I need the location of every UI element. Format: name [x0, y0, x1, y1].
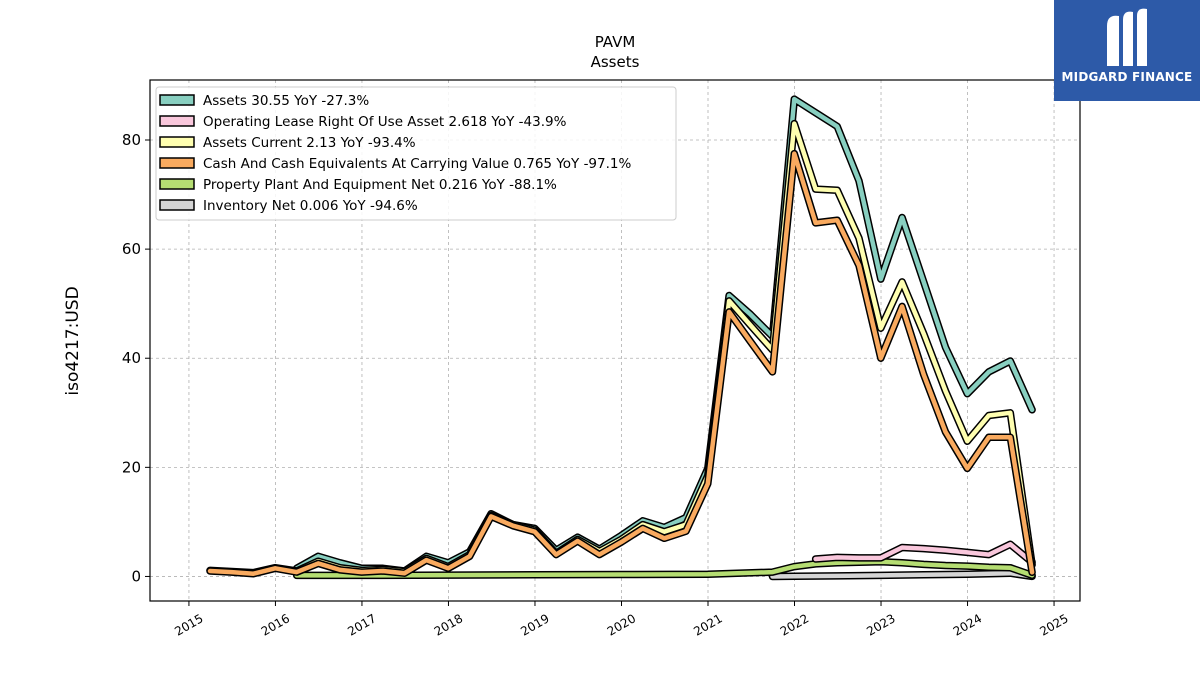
- x-tick-label: 2022: [778, 611, 811, 638]
- y-axis-label: iso4217:USD: [63, 286, 83, 395]
- chart-title: PAVM: [595, 33, 636, 51]
- series-operating-lease-right-of-use-asset: [811, 540, 1036, 566]
- legend-entry: Inventory Net 0.006 YoY -94.6%: [203, 198, 418, 214]
- x-tick-label: 2015: [172, 611, 205, 638]
- legend-entry: Assets Current 2.13 YoY -93.4%: [203, 135, 416, 151]
- x-tick-label: 2021: [691, 611, 724, 638]
- series-line: [813, 542, 1035, 565]
- brand-name: MIDGARD FINANCE: [1061, 70, 1193, 84]
- brand-logo: MIDGARD FINANCE: [1054, 0, 1200, 101]
- legend-entry: Operating Lease Right Of Use Asset 2.618…: [203, 114, 567, 130]
- legend-swatch: [159, 94, 195, 106]
- x-tick-label: 2025: [1037, 611, 1070, 638]
- y-tick-label: 0: [131, 567, 141, 585]
- legend-swatch: [159, 115, 195, 127]
- x-tick-label: 2020: [605, 611, 638, 638]
- legend-entry: Cash And Cash Equivalents At Carrying Va…: [203, 156, 631, 172]
- legend-swatch: [159, 136, 195, 148]
- legend-swatch: [159, 178, 195, 190]
- series-cash-and-cash-equivalents-at-carrying-value: [206, 149, 1036, 578]
- x-tick-label: 2016: [259, 611, 292, 638]
- x-tick-label: 2024: [951, 611, 984, 638]
- plot-frame: [149, 79, 1081, 602]
- legend-entry: Assets 30.55 YoY -27.3%: [203, 93, 369, 109]
- series-line: [770, 570, 1035, 579]
- legend-entry: Property Plant And Equipment Net 0.216 Y…: [203, 177, 557, 193]
- series-layer: [206, 95, 1036, 581]
- x-tick-label: 2018: [432, 611, 465, 638]
- series-line: [294, 559, 1035, 578]
- series-line: [207, 151, 1035, 576]
- legend: Assets 30.55 YoY -27.3% Operating Lease R…: [155, 86, 677, 221]
- legend-swatch: [159, 157, 195, 169]
- series-property-plant-and-equipment-net: [292, 557, 1036, 580]
- series-inventory-net: [768, 569, 1036, 581]
- y-tick-label: 80: [122, 131, 141, 149]
- y-tick-label: 40: [122, 349, 141, 367]
- brand-mark-icon: [1107, 8, 1147, 66]
- x-tick-label: 2017: [345, 611, 378, 638]
- y-tick-label: 60: [122, 240, 141, 258]
- x-tick-label: 2023: [864, 611, 897, 638]
- legend-box: [155, 86, 677, 221]
- y-tick-label: 20: [122, 458, 141, 476]
- legend-swatch: [159, 199, 195, 211]
- chart-subtitle: Assets: [591, 53, 640, 71]
- x-tick-label: 2019: [518, 611, 551, 638]
